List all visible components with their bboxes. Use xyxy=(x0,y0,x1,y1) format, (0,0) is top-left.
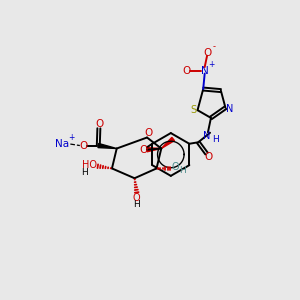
Text: -: - xyxy=(212,42,215,51)
Text: Na: Na xyxy=(55,139,69,149)
Text: O: O xyxy=(172,162,179,172)
Text: O: O xyxy=(203,48,211,58)
Text: N: N xyxy=(203,131,210,141)
Text: O: O xyxy=(140,145,148,155)
Text: O: O xyxy=(204,152,212,162)
Text: O: O xyxy=(79,140,88,151)
Text: N: N xyxy=(201,66,208,76)
Text: N: N xyxy=(226,104,233,114)
Text: S: S xyxy=(190,105,196,115)
Polygon shape xyxy=(147,148,161,152)
Text: H: H xyxy=(212,135,219,144)
Polygon shape xyxy=(98,143,117,148)
Text: +: + xyxy=(208,60,214,69)
Text: HO: HO xyxy=(82,160,98,170)
Text: H: H xyxy=(81,168,88,177)
Text: H: H xyxy=(179,166,186,175)
Polygon shape xyxy=(161,137,175,148)
Text: +: + xyxy=(68,133,75,142)
Text: O: O xyxy=(95,119,104,129)
Text: H: H xyxy=(133,200,140,209)
Text: O: O xyxy=(133,193,140,203)
Text: O: O xyxy=(144,128,153,138)
Text: O: O xyxy=(182,66,190,76)
